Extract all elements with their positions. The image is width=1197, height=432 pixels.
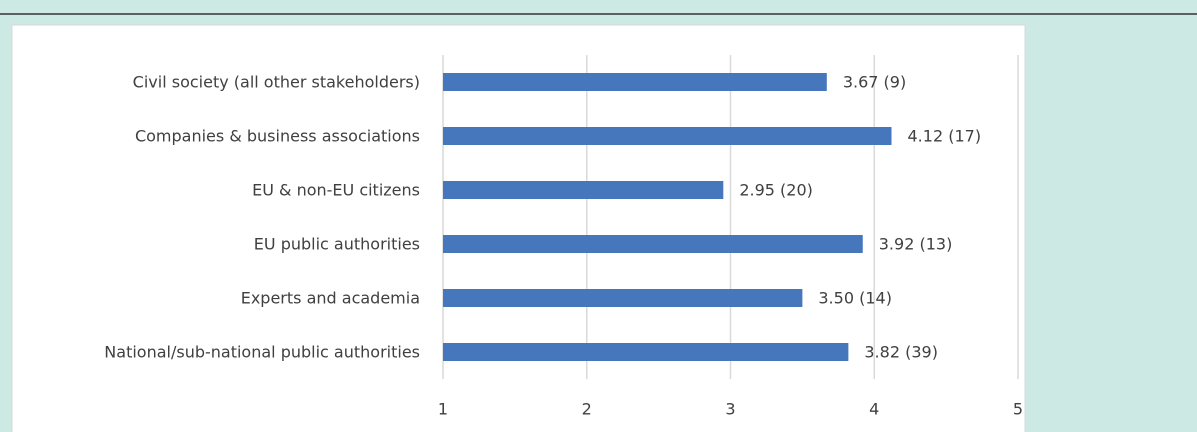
x-tick-label: 1	[438, 400, 448, 419]
data-label: 2.95 (20)	[739, 181, 813, 200]
x-tick-label: 2	[582, 400, 592, 419]
plot-area	[11, 24, 1026, 432]
y-tick-label: National/sub-national public authorities	[104, 343, 420, 362]
bar	[443, 73, 827, 91]
data-label: 4.12 (17)	[908, 127, 982, 146]
x-tick-label: 3	[725, 400, 735, 419]
bar	[443, 181, 724, 199]
y-tick-label: Experts and academia	[241, 289, 420, 308]
y-tick-label: Companies & business associations	[135, 127, 420, 146]
y-tick-label: EU public authorities	[254, 235, 420, 254]
y-tick-label: EU & non-EU citizens	[252, 181, 420, 200]
x-tick-label: 5	[1013, 400, 1023, 419]
y-tick-label: Civil society (all other stakeholders)	[133, 73, 420, 92]
data-label: 3.92 (13)	[879, 235, 953, 254]
bar	[443, 343, 849, 361]
bar	[443, 289, 803, 307]
x-tick-label: 4	[869, 400, 879, 419]
header-band	[0, 0, 1197, 14]
bar	[443, 127, 892, 145]
data-label: 3.67 (9)	[843, 73, 906, 92]
data-label: 3.50 (14)	[818, 289, 892, 308]
data-label: 3.82 (39)	[864, 343, 938, 362]
bar	[443, 235, 863, 253]
